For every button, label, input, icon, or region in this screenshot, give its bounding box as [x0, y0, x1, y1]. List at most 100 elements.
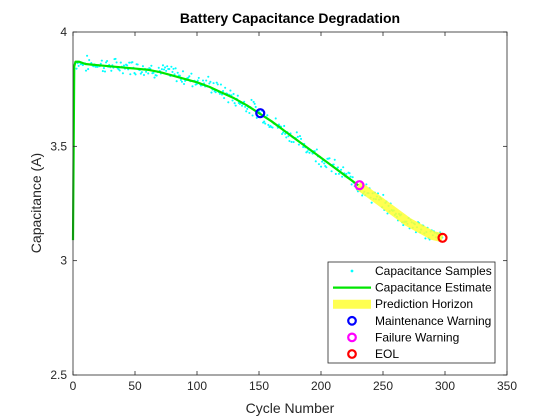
x-tick-label: 300	[435, 379, 455, 393]
ticks-layer: 0 50 100 150 200 250 300 350 2.5 3 3.5 4	[50, 25, 517, 393]
x-tick-label: 250	[373, 379, 393, 393]
sample-point	[175, 80, 178, 83]
x-axis-label: Cycle Number	[246, 400, 335, 416]
sample-point	[171, 70, 174, 74]
sample-point	[320, 165, 323, 168]
sample-point	[250, 98, 253, 101]
sample-point	[296, 135, 299, 138]
sample-point	[424, 237, 427, 240]
sample-point	[88, 59, 91, 62]
sample-point	[182, 82, 186, 86]
sample-point	[164, 66, 167, 69]
legend-samples-swatch	[350, 269, 354, 273]
sample-point	[245, 110, 248, 113]
sample-point	[361, 194, 364, 197]
sample-point	[244, 105, 247, 108]
x-tick-label: 350	[497, 379, 517, 393]
sample-point	[126, 64, 129, 67]
maintenance-warning-marker	[255, 108, 266, 119]
sample-point	[102, 67, 105, 70]
sample-point	[287, 135, 290, 138]
sample-point	[266, 114, 269, 117]
sample-point	[215, 81, 218, 84]
sample-point	[314, 160, 317, 163]
sample-point	[115, 61, 118, 64]
data-layer	[71, 54, 448, 243]
sample-point	[297, 143, 300, 146]
sample-point	[201, 79, 205, 82]
sample-point	[337, 172, 341, 175]
y-tick-label: 3	[60, 254, 67, 268]
sample-point	[209, 80, 212, 83]
sample-point	[254, 105, 257, 109]
sample-point	[212, 82, 215, 85]
sample-point	[345, 172, 348, 175]
sample-point	[162, 68, 166, 71]
sample-point	[290, 140, 293, 144]
sample-point	[187, 76, 190, 79]
sample-point	[299, 137, 303, 140]
axes-box	[72, 31, 508, 376]
sample-point	[216, 83, 219, 86]
sample-point	[168, 67, 171, 71]
sample-point	[232, 92, 235, 96]
sample-point	[141, 65, 144, 68]
sample-point	[110, 69, 113, 72]
sample-point	[229, 89, 232, 92]
sample-point	[336, 166, 339, 169]
sample-point	[153, 76, 156, 79]
sample-point	[264, 122, 267, 125]
sample-point	[248, 111, 251, 115]
sample-point	[323, 162, 326, 165]
sample-point	[134, 73, 137, 76]
sample-point	[170, 65, 173, 68]
chart-title: Battery Capacitance Degradation	[180, 10, 400, 26]
sample-point	[306, 150, 309, 153]
sample-point	[136, 63, 139, 66]
sample-point	[128, 61, 131, 64]
sample-point	[191, 85, 194, 88]
sample-point	[386, 212, 389, 215]
sample-point	[180, 80, 183, 83]
sample-point	[152, 71, 155, 74]
sample-point	[251, 114, 254, 117]
sample-point	[285, 136, 288, 139]
legend-failure-swatch	[347, 332, 357, 343]
sample-point	[197, 76, 200, 79]
sample-point	[155, 74, 158, 77]
sample-point	[328, 157, 331, 160]
sample-point	[349, 175, 352, 178]
sample-point	[282, 131, 285, 134]
sample-point	[240, 104, 244, 107]
sample-point	[382, 193, 385, 196]
sample-point	[172, 67, 175, 70]
sample-point	[174, 67, 177, 70]
sample-point	[370, 201, 373, 204]
eol-marker	[437, 232, 448, 243]
sample-point	[284, 132, 287, 135]
sample-point	[292, 140, 295, 144]
sample-point	[317, 163, 321, 166]
sample-point	[176, 71, 179, 74]
sample-point	[350, 183, 353, 186]
sample-point	[81, 64, 84, 67]
capacitance-estimate-line	[71, 60, 359, 241]
sample-point	[271, 126, 274, 129]
sample-point	[283, 124, 286, 128]
sample-point	[161, 64, 165, 67]
x-tick-label: 0	[70, 379, 77, 393]
sample-point	[210, 91, 213, 94]
sample-point	[157, 66, 160, 69]
sample-point	[118, 69, 121, 72]
sample-point	[333, 158, 336, 161]
sample-point	[160, 68, 163, 71]
sample-point	[315, 148, 318, 151]
legend-samples-label: Capacitance Samples	[375, 264, 492, 278]
sample-point	[142, 73, 146, 77]
sample-point	[342, 166, 345, 169]
y-tick-label: 2.5	[50, 368, 67, 382]
sample-point	[195, 83, 198, 86]
legend-eol-swatch	[347, 349, 357, 359]
legend-maintenance-label: Maintenance Warning	[375, 314, 491, 328]
